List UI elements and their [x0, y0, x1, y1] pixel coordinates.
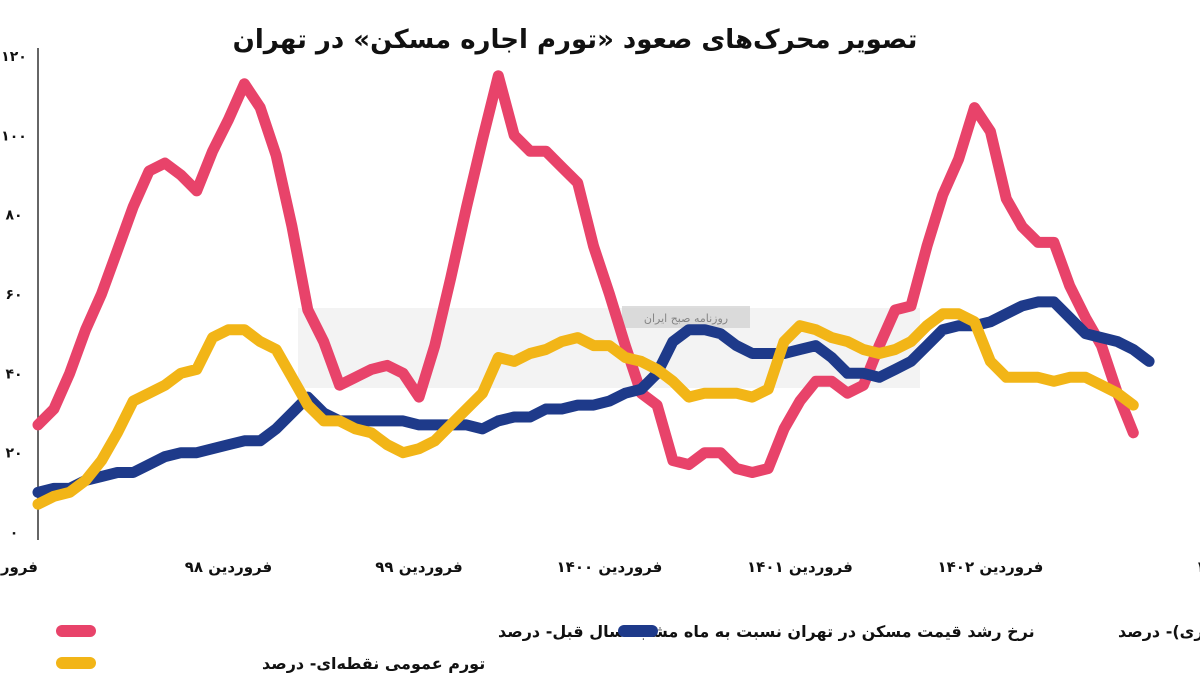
x-tick-label: اسفند ۱۴۰۲	[1196, 558, 1200, 576]
y-ticks: ۰ ۲۰ ۴۰ ۶۰ ۸۰ ۱۰۰ ۱۲۰	[1, 49, 27, 541]
legend-label-rent: نرخ رشد اجاره بها در تهران نسبت به ماه م…	[1118, 622, 1200, 641]
y-tick-label: ۶۰	[5, 287, 22, 303]
chart-title: تصویر محرک‌های صعود «تورم اجاره مسکن» در…	[233, 25, 918, 55]
y-tick-label: ۲۰	[5, 446, 22, 462]
y-tick-label: ۴۰	[5, 366, 22, 382]
legend-label-inflation: تورم عمومی نقطه‌ای- درصد	[262, 654, 485, 673]
watermark-label: روزنامه صبح ایران	[644, 312, 728, 325]
x-tick-label: فروردین ۱۴۰۱	[747, 558, 853, 576]
legend: نرخ رشد قیمت مسکن در تهران نسبت به ماه م…	[56, 622, 1200, 673]
y-tick-label: ۱۲۰	[1, 49, 27, 65]
x-tick-label: فروردین ۱۴۰۰	[557, 558, 663, 576]
watermark-tag	[622, 306, 750, 328]
series-lines	[32, 70, 1155, 510]
legend-item-house-price: نرخ رشد قیمت مسکن در تهران نسبت به ماه م…	[56, 622, 1035, 641]
x-tick-label: فروردین ۹۹	[375, 558, 462, 576]
y-tick-label: ۱۰۰	[1, 128, 27, 144]
x-tick-label: فروردین ۹۸	[185, 558, 272, 576]
series-line-rent	[32, 296, 1155, 498]
legend-item-rent: نرخ رشد اجاره بها در تهران نسبت به ماه م…	[618, 622, 1200, 641]
x-tick-label: فروردین ۹۷	[0, 558, 38, 576]
y-tick-label: ۸۰	[5, 208, 22, 224]
y-tick-label: ۰	[10, 525, 19, 541]
x-ticks: فروردین ۹۷ فروردین ۹۸ فروردین ۹۹ فروردین ۱۴…	[0, 558, 1200, 576]
series-line-inflation	[32, 308, 1139, 510]
legend-item-inflation: تورم عمومی نقطه‌ای- درصد	[56, 654, 485, 673]
legend-label-house-price: نرخ رشد قیمت مسکن در تهران نسبت به ماه م…	[498, 622, 1035, 641]
series-line-house-price	[32, 70, 1139, 478]
x-tick-label: فروردین ۱۴۰۲	[937, 558, 1043, 576]
